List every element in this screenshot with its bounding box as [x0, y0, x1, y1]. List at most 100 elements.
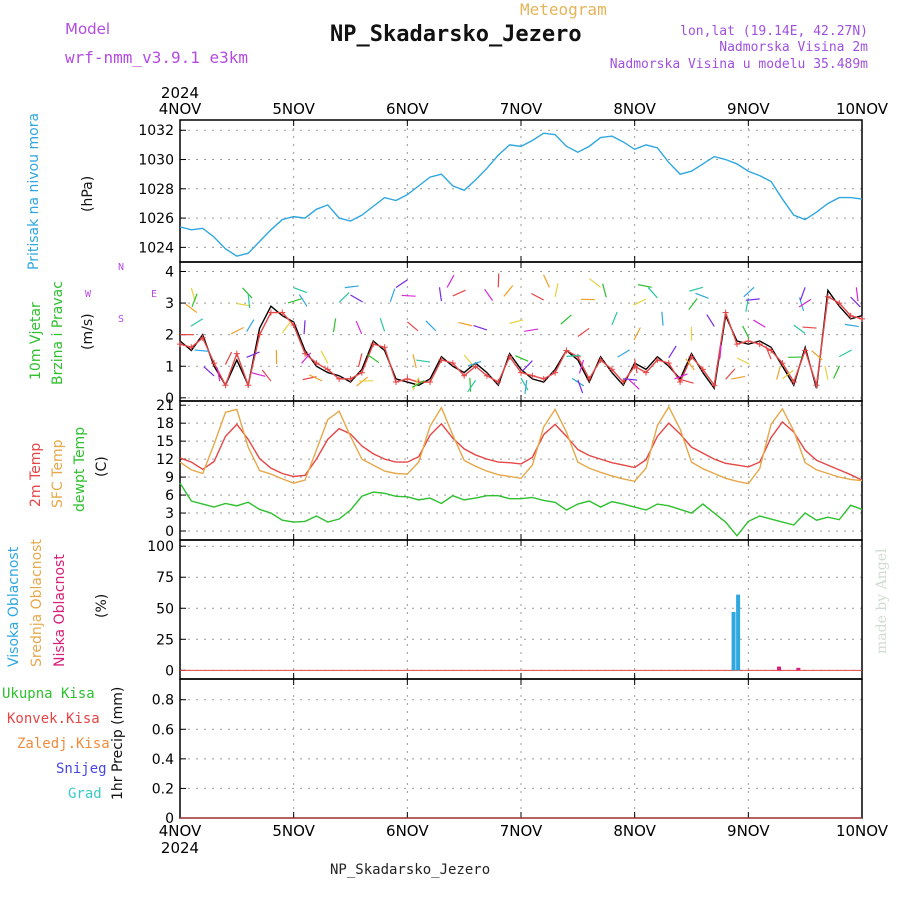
- top-time-label: 6NOV: [386, 100, 429, 118]
- wind-arrow: [344, 285, 359, 289]
- y-tick-label: 1024: [138, 240, 174, 256]
- wind-arrow: [554, 283, 559, 297]
- wind-arrow: [203, 366, 215, 377]
- data-point: [177, 341, 183, 348]
- data-point: [643, 369, 650, 376]
- wind-arrow: [685, 358, 695, 371]
- wind-arrow: [251, 372, 266, 377]
- wind-arrow: [802, 326, 817, 329]
- data-point: [404, 375, 411, 382]
- data-point: [461, 372, 468, 379]
- wind-arrow: [446, 274, 455, 288]
- year-label-top: 2024: [161, 84, 199, 102]
- wind-arrow: [589, 278, 601, 288]
- data-point: [370, 341, 377, 348]
- wind-arrow: [190, 318, 204, 327]
- compass-s: S: [118, 314, 125, 325]
- wind-arrow: [230, 326, 244, 335]
- wind-arrow: [524, 380, 528, 395]
- data-point: [722, 309, 729, 316]
- data-point: [859, 315, 865, 322]
- data-point: [279, 309, 286, 316]
- wind-arrow: [765, 345, 772, 360]
- wind-arrow: [246, 319, 255, 332]
- wind-arrow: [425, 320, 437, 332]
- data-point: [836, 300, 843, 307]
- data-point: [733, 341, 740, 348]
- wind-arrow: [379, 317, 386, 332]
- wind-arrow: [357, 353, 363, 368]
- data-point: [347, 375, 354, 382]
- data-point: [563, 347, 570, 354]
- data-point: [438, 356, 445, 363]
- bottom-time-label: 4NOV: [159, 822, 202, 840]
- wind-arrow: [647, 287, 658, 299]
- panel-frame: [179, 539, 863, 680]
- y-tick-label: 2: [165, 328, 174, 344]
- wind-arrow: [287, 298, 302, 304]
- wind-arrow: [833, 365, 841, 379]
- wind-arrow: [688, 298, 698, 311]
- data-point: [574, 353, 581, 360]
- wind-arrow: [731, 375, 746, 380]
- wind-arrow: [389, 288, 396, 302]
- y-tick-label: 0.2: [152, 781, 174, 797]
- bar: [796, 667, 801, 671]
- y-tick-label: 0: [165, 524, 174, 540]
- wind-arrow: [719, 344, 722, 359]
- y-tick-label: 1028: [138, 182, 174, 198]
- top-time-label: 4NOV: [159, 100, 202, 118]
- data-point: [824, 293, 831, 300]
- data-point: [233, 350, 240, 357]
- wind-arrow: [524, 328, 539, 332]
- bottom-time-label: 6NOV: [386, 822, 429, 840]
- y-tick-label: 1032: [138, 123, 174, 139]
- wind-arrow: [634, 359, 638, 374]
- y-tick-label: 4: [165, 264, 174, 280]
- legend-hail: Grad: [68, 786, 102, 802]
- wind-arrow: [216, 367, 221, 382]
- data-point: [188, 344, 195, 351]
- series-line: [179, 132, 863, 257]
- series-line: [179, 288, 863, 391]
- y-tick-label: 21: [156, 398, 174, 414]
- wind-arrow: [469, 377, 472, 392]
- bottom-time-label: 5NOV: [272, 822, 315, 840]
- top-time-label: 8NOV: [613, 100, 656, 118]
- wind-arrow: [503, 285, 514, 297]
- wind-arrow: [850, 296, 861, 308]
- data-point: [324, 366, 331, 373]
- wind-arrow: [355, 320, 363, 335]
- wind-arrow: [637, 284, 652, 288]
- y-tick-label: 15: [156, 434, 174, 450]
- wind-arrow: [438, 287, 443, 302]
- data-point: [245, 382, 252, 389]
- wind-arrow: [725, 368, 736, 380]
- wind-arrow: [531, 292, 545, 301]
- data-point: [483, 372, 490, 379]
- wind-arrow: [484, 288, 494, 301]
- data-point: [768, 347, 775, 354]
- data-point: [336, 375, 343, 382]
- series-line: [179, 405, 863, 485]
- elevation-text: Nadmorska Visina 2m: [719, 40, 868, 55]
- data-point: [302, 350, 309, 357]
- wind-arrow: [633, 327, 641, 341]
- y-tick-label: 6: [165, 488, 174, 504]
- wind-arrow: [661, 311, 664, 326]
- wind-arrow: [742, 325, 750, 339]
- wind-arrow: [577, 379, 584, 394]
- data-point: [199, 334, 206, 341]
- wind-arrow: [367, 354, 380, 364]
- wind-arrow: [566, 354, 581, 357]
- wind-arrow: [736, 357, 750, 365]
- wind-arrow: [776, 365, 781, 380]
- wind-arrow: [798, 298, 812, 308]
- wind-arrow: [611, 311, 618, 326]
- wind-arrow: [320, 350, 329, 364]
- wind-arrow: [281, 321, 292, 334]
- data-point: [790, 379, 797, 386]
- wind-arrow: [412, 354, 417, 369]
- wind-arrow: [689, 286, 704, 292]
